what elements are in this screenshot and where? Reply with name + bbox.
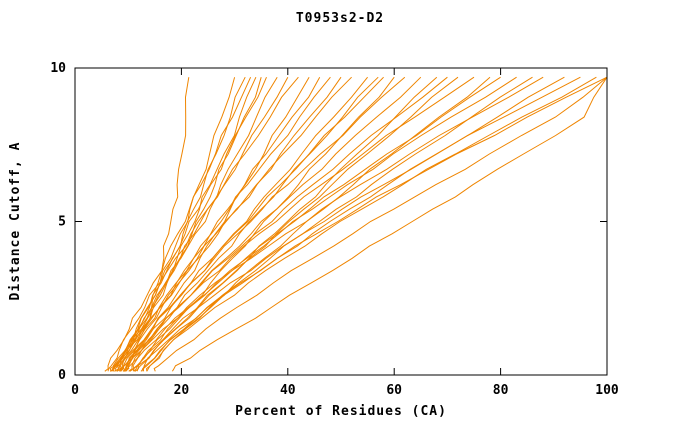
model-curve	[171, 76, 608, 372]
chart-title: T0953s2-D2	[295, 11, 385, 26]
model-curve	[142, 76, 491, 372]
model-curve	[119, 76, 422, 372]
model-curve	[140, 76, 608, 372]
x-tick-label: 40	[280, 383, 296, 398]
model-curve	[153, 76, 608, 372]
model-curve	[132, 76, 517, 372]
model-curve	[132, 76, 395, 372]
model-curve	[122, 76, 352, 372]
model-curve	[129, 76, 544, 372]
x-tick-label: 0	[71, 383, 79, 398]
x-tick-label: 100	[595, 383, 619, 398]
model-curve	[141, 76, 565, 372]
model-curve	[104, 76, 252, 372]
x-axis-label: Percent of Residues (CA)	[235, 404, 447, 419]
model-curve	[119, 76, 384, 372]
model-curve	[134, 76, 581, 372]
x-tick-label: 20	[174, 383, 190, 398]
model-curve	[125, 76, 501, 372]
model-curve	[110, 76, 278, 372]
model-curve	[118, 76, 331, 372]
model-curve	[136, 76, 459, 372]
y-tick-label: 10	[50, 61, 66, 76]
model-curve	[109, 76, 342, 372]
x-tick-label: 60	[386, 383, 402, 398]
model-curve	[122, 76, 310, 372]
model-curve	[107, 76, 299, 372]
model-curve	[124, 76, 448, 372]
y-tick-label: 0	[58, 368, 66, 383]
y-tick-label: 5	[58, 215, 66, 230]
x-tick-label: 80	[493, 383, 509, 398]
